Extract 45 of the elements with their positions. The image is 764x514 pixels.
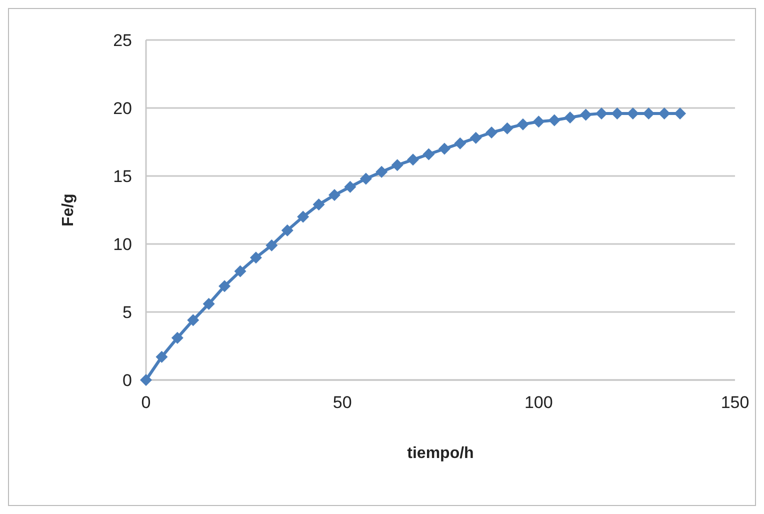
x-axis-title: tiempo/h <box>407 445 474 462</box>
point <box>532 116 545 128</box>
y-tick-label: 25 <box>113 30 132 50</box>
y-tick-label: 10 <box>113 234 132 254</box>
point <box>501 122 514 134</box>
point <box>266 239 278 252</box>
point <box>234 265 246 278</box>
y-axis-title: Fe/g <box>60 194 77 226</box>
point <box>187 314 200 326</box>
point <box>658 107 670 120</box>
point <box>674 107 686 120</box>
point <box>391 159 404 172</box>
point <box>516 118 529 130</box>
point <box>202 298 215 310</box>
point <box>250 252 262 264</box>
y-tick-label: 5 <box>122 302 132 322</box>
point <box>297 210 310 223</box>
point <box>580 108 592 121</box>
point <box>328 189 340 202</box>
point <box>595 107 608 120</box>
y-tick-label: 15 <box>113 166 132 186</box>
x-tick-label: 150 <box>720 393 750 412</box>
point <box>140 374 152 386</box>
point <box>422 148 435 160</box>
y-tick-label: 0 <box>122 370 132 390</box>
point <box>611 107 624 120</box>
point <box>438 142 450 155</box>
y-tick-label: 20 <box>113 98 132 118</box>
point <box>486 126 498 138</box>
point <box>564 112 576 124</box>
point <box>360 172 372 185</box>
point <box>470 132 482 144</box>
point <box>281 224 294 236</box>
point <box>376 166 388 178</box>
point <box>454 137 466 150</box>
x-tick-label: 50 <box>332 393 352 412</box>
x-tick-label: 100 <box>524 393 553 412</box>
point <box>548 114 560 126</box>
point <box>218 280 231 292</box>
x-tick-label: 0 <box>141 393 151 412</box>
point <box>312 198 325 211</box>
point <box>171 332 184 344</box>
point <box>407 154 420 166</box>
point <box>156 350 168 363</box>
point <box>344 180 356 193</box>
